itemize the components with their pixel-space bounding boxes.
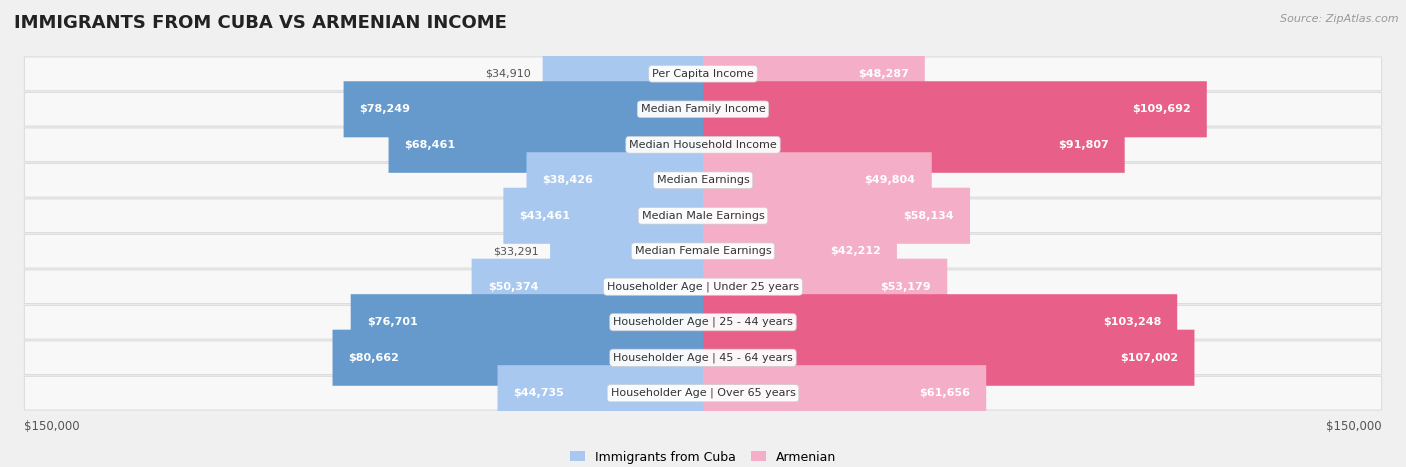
FancyBboxPatch shape [24,270,1382,304]
Text: $49,804: $49,804 [865,175,915,185]
Text: $58,134: $58,134 [903,211,953,221]
Text: $53,179: $53,179 [880,282,931,292]
Text: $109,692: $109,692 [1132,104,1191,114]
FancyBboxPatch shape [550,223,703,279]
Text: $42,212: $42,212 [830,246,880,256]
FancyBboxPatch shape [498,365,703,421]
FancyBboxPatch shape [350,294,703,350]
FancyBboxPatch shape [333,330,703,386]
FancyBboxPatch shape [703,294,1177,350]
FancyBboxPatch shape [24,199,1382,233]
Text: Householder Age | 45 - 64 years: Householder Age | 45 - 64 years [613,353,793,363]
Text: $78,249: $78,249 [360,104,411,114]
Text: $150,000: $150,000 [1326,420,1382,433]
Text: $150,000: $150,000 [24,420,80,433]
Text: Householder Age | Under 25 years: Householder Age | Under 25 years [607,282,799,292]
Text: $50,374: $50,374 [488,282,538,292]
FancyBboxPatch shape [703,117,1125,173]
Text: $107,002: $107,002 [1121,353,1178,363]
FancyBboxPatch shape [703,330,1195,386]
FancyBboxPatch shape [703,81,1206,137]
Text: Source: ZipAtlas.com: Source: ZipAtlas.com [1281,14,1399,24]
Text: Median Household Income: Median Household Income [628,140,778,150]
FancyBboxPatch shape [503,188,703,244]
Text: $44,735: $44,735 [513,388,564,398]
FancyBboxPatch shape [24,234,1382,268]
Text: $61,656: $61,656 [920,388,970,398]
Text: Householder Age | Over 65 years: Householder Age | Over 65 years [610,388,796,398]
FancyBboxPatch shape [703,46,925,102]
FancyBboxPatch shape [24,376,1382,410]
Text: Median Male Earnings: Median Male Earnings [641,211,765,221]
Text: $91,807: $91,807 [1057,140,1108,150]
Text: $34,910: $34,910 [485,69,531,79]
Text: $103,248: $103,248 [1102,317,1161,327]
Text: $38,426: $38,426 [543,175,593,185]
Text: $33,291: $33,291 [494,246,538,256]
Text: $80,662: $80,662 [349,353,399,363]
Text: Householder Age | 25 - 44 years: Householder Age | 25 - 44 years [613,317,793,327]
FancyBboxPatch shape [24,305,1382,339]
Text: $48,287: $48,287 [858,69,908,79]
FancyBboxPatch shape [526,152,703,208]
Text: Median Earnings: Median Earnings [657,175,749,185]
FancyBboxPatch shape [471,259,703,315]
FancyBboxPatch shape [24,163,1382,197]
Text: $68,461: $68,461 [405,140,456,150]
Text: Per Capita Income: Per Capita Income [652,69,754,79]
FancyBboxPatch shape [703,365,986,421]
Text: $76,701: $76,701 [367,317,418,327]
Text: IMMIGRANTS FROM CUBA VS ARMENIAN INCOME: IMMIGRANTS FROM CUBA VS ARMENIAN INCOME [14,14,508,32]
FancyBboxPatch shape [24,92,1382,126]
FancyBboxPatch shape [24,128,1382,162]
Text: Median Family Income: Median Family Income [641,104,765,114]
FancyBboxPatch shape [703,259,948,315]
FancyBboxPatch shape [24,57,1382,91]
FancyBboxPatch shape [703,152,932,208]
FancyBboxPatch shape [24,341,1382,375]
FancyBboxPatch shape [343,81,703,137]
FancyBboxPatch shape [388,117,703,173]
Legend: Immigrants from Cuba, Armenian: Immigrants from Cuba, Armenian [565,446,841,467]
FancyBboxPatch shape [703,188,970,244]
FancyBboxPatch shape [703,223,897,279]
Text: Median Female Earnings: Median Female Earnings [634,246,772,256]
FancyBboxPatch shape [543,46,703,102]
Text: $43,461: $43,461 [519,211,571,221]
